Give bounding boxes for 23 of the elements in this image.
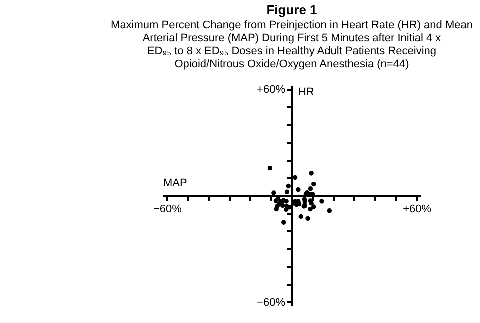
point — [298, 214, 304, 220]
point — [312, 204, 316, 210]
chart-title: Figure 1 — [266, 2, 318, 18]
point — [296, 187, 301, 192]
point — [284, 199, 289, 204]
point — [309, 201, 314, 206]
point — [286, 184, 292, 189]
point — [309, 171, 314, 176]
point — [284, 207, 289, 212]
point — [268, 166, 272, 171]
point — [284, 190, 290, 194]
point — [327, 208, 332, 214]
y-axis-title: HR — [298, 86, 314, 98]
x-axis-title: MAP — [164, 178, 188, 190]
chart-subtitle: Maximum Percent Change from Preinjection in Heart Rate (HR) and Mean Arterial Pressure (MAP) During First 5 Minutes after Initial 4 x ED₉₅ to 8 x ED₉₅ Doses in Healthy Adult Patients Receiving Opioid/Nitrous Oxide/Oxygen Anesthesia (n=44) — [111, 20, 473, 71]
point — [280, 203, 286, 208]
point — [312, 182, 316, 187]
point — [320, 199, 324, 204]
point — [306, 216, 310, 222]
point — [308, 206, 313, 212]
point — [308, 186, 314, 192]
point — [282, 220, 286, 225]
point — [272, 190, 276, 196]
